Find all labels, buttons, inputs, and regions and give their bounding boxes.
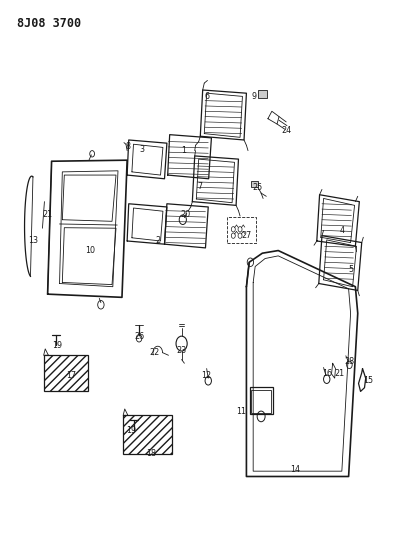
Text: 17: 17 bbox=[66, 371, 77, 380]
Text: 27: 27 bbox=[241, 231, 251, 240]
Text: 21: 21 bbox=[334, 369, 344, 378]
Text: 9: 9 bbox=[252, 92, 257, 101]
Text: 15: 15 bbox=[363, 376, 373, 385]
Text: 16: 16 bbox=[322, 369, 332, 378]
Text: 13: 13 bbox=[28, 237, 38, 246]
Bar bbox=[43, 356, 88, 391]
Bar bbox=[227, 217, 256, 243]
Text: 7: 7 bbox=[197, 182, 202, 191]
Text: 8J08 3700: 8J08 3700 bbox=[17, 17, 81, 30]
Text: 25: 25 bbox=[252, 183, 262, 192]
Text: 28: 28 bbox=[345, 357, 355, 366]
Text: 19: 19 bbox=[52, 341, 62, 350]
Bar bbox=[123, 415, 172, 454]
Text: 5: 5 bbox=[348, 265, 353, 273]
Bar bbox=[250, 386, 273, 414]
Text: 24: 24 bbox=[281, 126, 291, 135]
Text: 19: 19 bbox=[126, 426, 136, 435]
Text: 3: 3 bbox=[139, 145, 144, 154]
Bar bbox=[258, 90, 267, 98]
Text: 4: 4 bbox=[339, 226, 344, 235]
Bar bbox=[251, 181, 258, 187]
Text: 6: 6 bbox=[204, 92, 209, 101]
Text: 21: 21 bbox=[43, 210, 53, 219]
Bar bbox=[251, 390, 271, 413]
Text: 1: 1 bbox=[181, 146, 186, 155]
Text: 12: 12 bbox=[201, 371, 212, 380]
Text: 11: 11 bbox=[236, 407, 246, 416]
Text: 22: 22 bbox=[150, 348, 160, 357]
Text: 8: 8 bbox=[125, 142, 130, 151]
Text: 18: 18 bbox=[146, 449, 156, 458]
Text: 23: 23 bbox=[176, 346, 187, 355]
Text: 10: 10 bbox=[85, 246, 95, 255]
Text: 26: 26 bbox=[134, 332, 144, 341]
Text: 2: 2 bbox=[155, 237, 160, 246]
Text: 14: 14 bbox=[290, 465, 300, 474]
Text: 20: 20 bbox=[180, 210, 191, 219]
